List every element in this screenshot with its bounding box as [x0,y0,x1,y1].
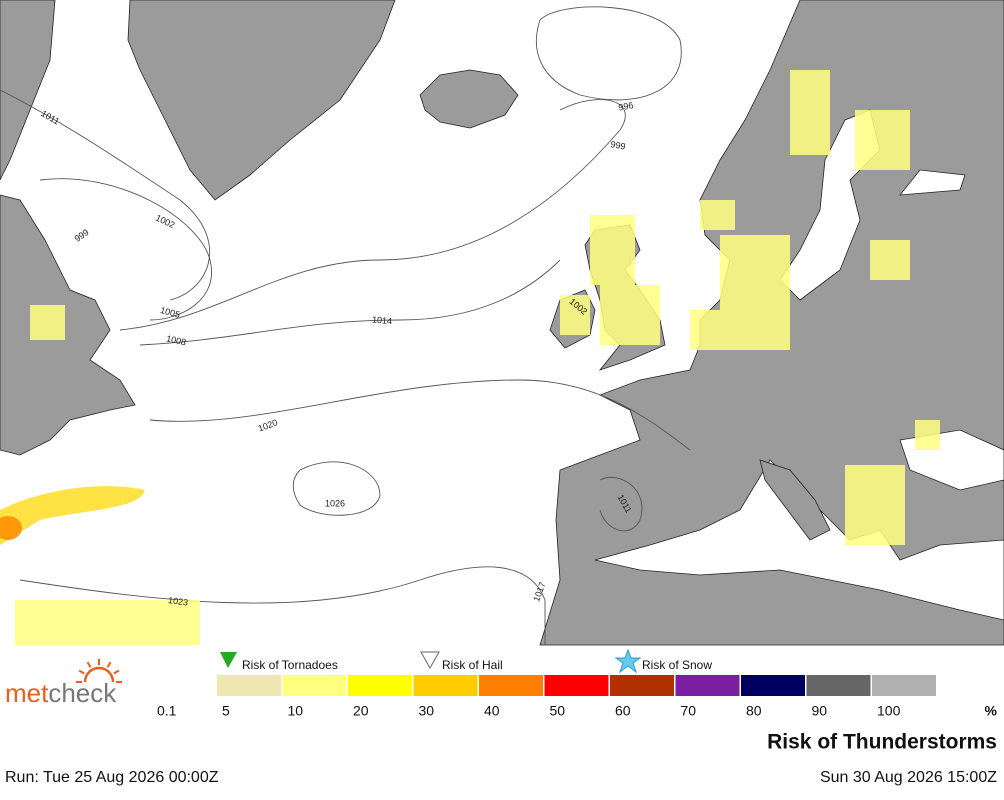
greenland [127,0,396,201]
isobar-label: 996 [618,100,635,112]
run-time: Run: Tue 25 Aug 2026 00:00Z [5,769,219,786]
risk-area [790,70,830,155]
isobar [0,89,210,301]
scale-box [806,675,871,696]
logo-ray [78,669,85,675]
risk-areas [0,70,940,645]
scale-label: 90 [812,703,828,719]
scale-box [610,675,674,696]
title: Risk of Thunderstorms [767,731,997,754]
risk-area [720,235,790,350]
isobar [119,99,626,331]
scale-box [282,675,347,696]
risk-area [845,465,905,545]
isobar [536,6,682,101]
risk-area [870,240,910,280]
legend: metcheck Risk of Tornadoes Risk of Hail Ris… [5,648,998,786]
isobar-label: 999 [610,139,627,151]
logo-part: met [5,678,49,708]
risk-area [855,110,910,170]
icon-hail [420,651,440,670]
risk-area [560,295,590,335]
valid-time: Sun 30 Aug 2026 15:00Z [820,769,997,786]
scale-box [675,675,740,696]
logo-sun [83,666,115,683]
scale-box [479,675,543,696]
logo-ray [106,661,112,668]
risk-area [700,200,735,230]
canada [0,0,136,456]
scale-box [217,675,281,696]
map-background [0,0,1004,646]
risk-area [600,285,660,345]
isobar [39,178,212,321]
risk-area [590,215,635,285]
scale-label: 5 [222,703,230,719]
risk-area [0,486,145,545]
logo-ray [86,661,92,668]
isobar-label: 1023 [167,595,188,608]
icon-label: Risk of Snow [642,658,712,672]
isobars [0,6,691,645]
isobar [599,476,643,532]
scale-label: 20 [353,703,369,719]
icon-label: Risk of Hail [442,658,503,672]
scale-label: 0.1 [157,703,177,719]
isobar [139,259,561,346]
italy [759,459,831,541]
isobar-label: 1026 [325,498,345,508]
scale-box [348,675,412,696]
scale-label: 70 [681,703,697,719]
icon-label: Risk of Tornadoes [242,658,338,672]
risk-area-high [0,516,22,540]
scale-box [741,675,805,696]
scale-label: 60 [615,703,631,719]
isobar-label: 1014 [372,315,393,327]
isobar-label: 1008 [165,333,187,347]
logo-part: check [48,678,117,708]
isobar [292,461,381,516]
scale-box [872,675,936,696]
scale-label: 40 [484,703,500,719]
scale-label: 10 [288,703,304,719]
risk-area [915,420,940,450]
scale-unit: % [985,703,998,719]
risk-area [690,310,720,350]
risk-area [15,600,200,645]
iceland [419,69,519,129]
scale-label: 80 [746,703,762,719]
isobar [149,379,691,451]
logo-ray [113,669,120,675]
isobar [19,566,546,645]
logo: metcheck [5,678,117,708]
scale-box [413,675,478,696]
scale-label: 100 [877,703,901,719]
scale-label: 30 [419,703,435,719]
icon-snow [614,648,642,674]
risk-area [30,305,65,340]
scale-box [544,675,609,696]
icon-tornado [220,652,237,668]
scale-label: 50 [550,703,566,719]
